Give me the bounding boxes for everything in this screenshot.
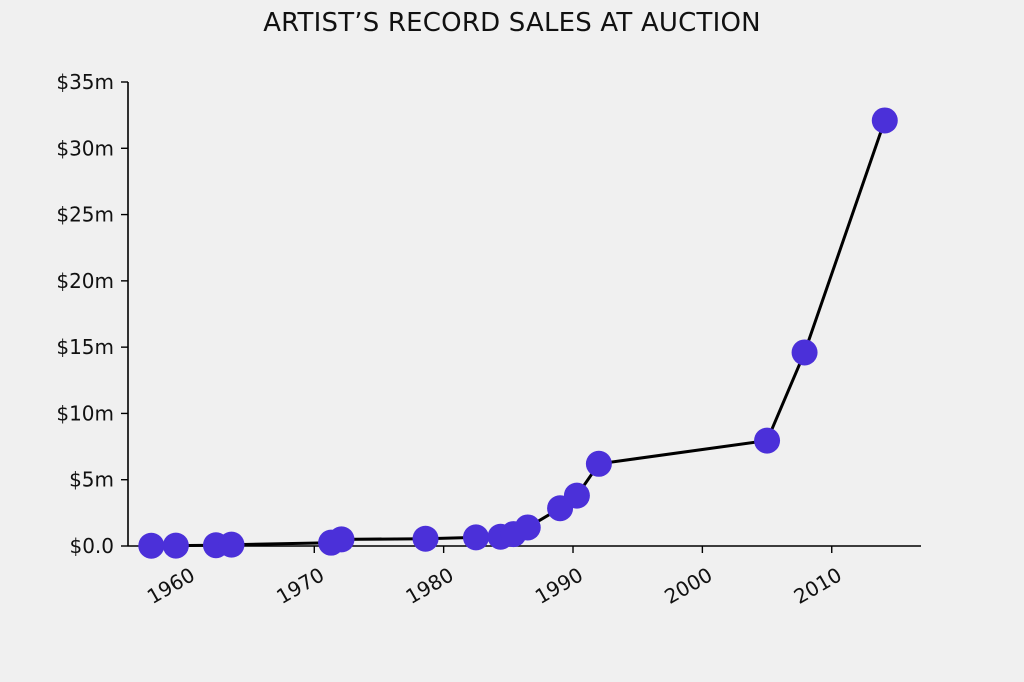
chart-title: ARTIST’S RECORD SALES AT AUCTION xyxy=(263,8,761,38)
x-tick-label: 1980 xyxy=(402,563,458,609)
data-point xyxy=(585,450,612,477)
x-tick-label: 1970 xyxy=(272,563,328,609)
data-point xyxy=(162,532,189,559)
y-tick-label: $25m xyxy=(56,203,114,227)
x-tick-label: 1960 xyxy=(143,563,199,609)
series-line xyxy=(151,119,887,548)
y-tick-label: $30m xyxy=(56,136,114,160)
data-point xyxy=(218,531,245,558)
x-tick-label: 2000 xyxy=(660,563,716,609)
data-point xyxy=(563,482,590,509)
data-point xyxy=(791,339,818,366)
data-point xyxy=(871,107,898,134)
y-tick-label: $15m xyxy=(56,335,114,359)
data-point xyxy=(138,532,165,559)
axes: $0.0 $5m $10m $15m $20m $25m $30m $35m 1960 1970 1… xyxy=(56,70,921,609)
y-tick-label: $20m xyxy=(56,269,114,293)
y-tick-label: $35m xyxy=(56,70,114,94)
y-tick-label: $10m xyxy=(56,401,114,425)
y-tick-label: $5m xyxy=(69,468,114,492)
plot-area xyxy=(138,107,898,559)
data-point xyxy=(754,427,781,454)
data-point xyxy=(462,524,489,551)
x-tick-label: 2010 xyxy=(790,563,846,609)
data-point xyxy=(328,526,355,553)
data-point xyxy=(412,525,439,552)
y-tick-label: $0.0 xyxy=(69,534,114,558)
data-point xyxy=(514,514,541,541)
x-tick-label: 1990 xyxy=(531,563,587,609)
